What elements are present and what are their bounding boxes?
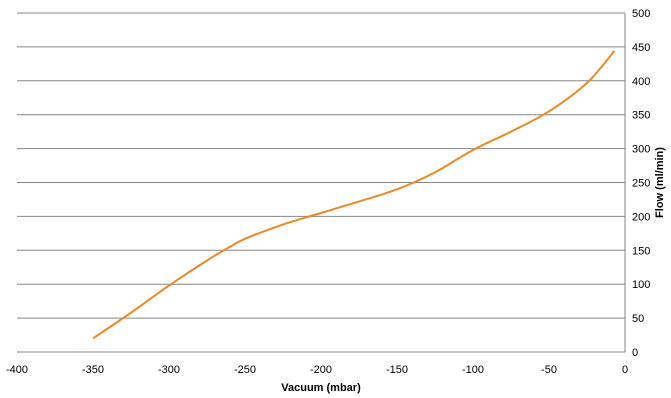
y-tick-label: 350 [632, 110, 650, 122]
y-tick-label: 300 [632, 144, 650, 156]
y-tick-label: 250 [632, 178, 650, 190]
y-tick-label: 400 [632, 76, 650, 88]
x-tick-label: -150 [386, 364, 408, 376]
x-tick-label: -50 [541, 364, 557, 376]
x-tick-label: -200 [310, 364, 332, 376]
x-tick-label: 0 [622, 364, 628, 376]
y-tick-labels: 0 50 100 150 200 250 300 350 400 450 500 [632, 8, 650, 359]
series-group [92, 50, 616, 340]
y-tick-label: 500 [632, 8, 650, 20]
y-tick-label: 150 [632, 245, 650, 257]
x-tick-labels: -400 -350 -300 -250 -200 -150 -100 -50 0 [6, 364, 628, 376]
y-tick-label: 200 [632, 211, 650, 223]
y-tick-label: 0 [632, 347, 638, 359]
x-axis-title: Vacuum (mbar) [281, 382, 361, 394]
gridlines [17, 12, 625, 319]
y-tick-label: 100 [632, 279, 650, 291]
series-line [92, 50, 616, 340]
x-tick-label: -300 [158, 364, 180, 376]
y-axis-title: Flow (ml/min) [654, 147, 666, 218]
y-tick-label: 450 [632, 42, 650, 54]
x-tick-label: -350 [82, 364, 104, 376]
y-tick-label: 50 [632, 313, 644, 325]
x-tick-label: -400 [6, 364, 28, 376]
x-tick-label: -100 [462, 364, 484, 376]
x-tick-label: -250 [234, 364, 256, 376]
